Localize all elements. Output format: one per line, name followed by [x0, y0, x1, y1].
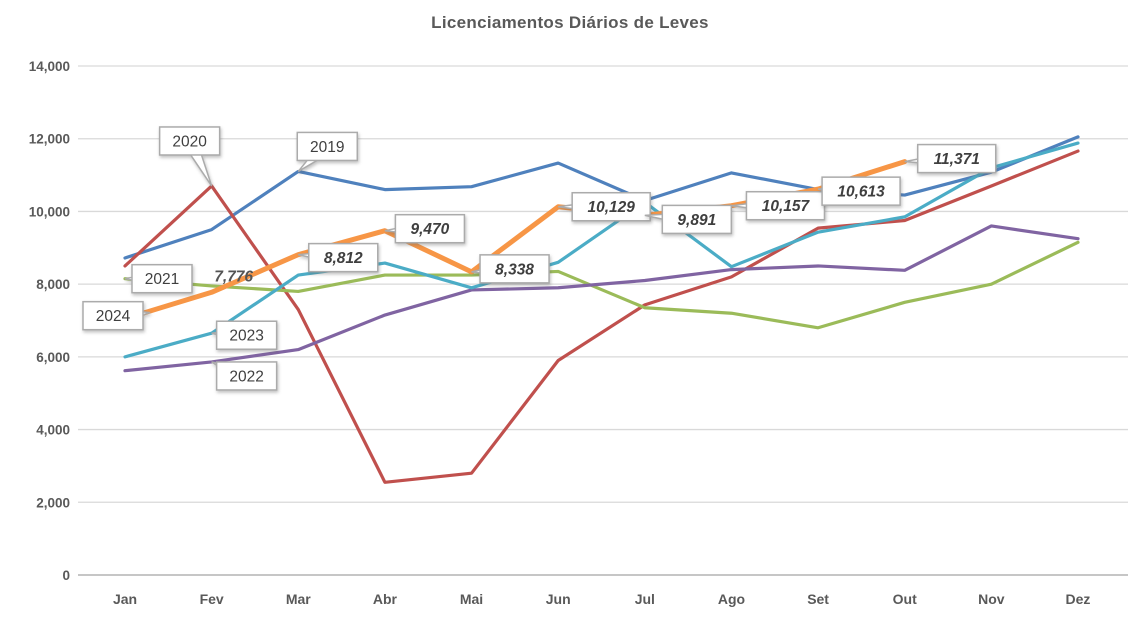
callout-text: 11,371 [934, 151, 980, 168]
callout-box [571, 191, 651, 222]
callout-text: 2020 [172, 133, 207, 150]
x-axis-label: Ago [718, 591, 745, 607]
callout-box [745, 190, 826, 221]
callout-2023: 2023 [211, 320, 278, 350]
y-tick-label: 8,000 [36, 277, 70, 292]
callout-text: 10,157 [762, 198, 811, 215]
x-axis-label: Set [807, 591, 829, 607]
callout-8812: 8,812 [298, 242, 379, 273]
callout-box [661, 204, 733, 235]
callout-text: 9,470 [411, 221, 450, 238]
callout-11371: 11,371 [904, 143, 997, 174]
y-tick-label: 2,000 [36, 495, 70, 510]
callout-box [308, 242, 379, 273]
callout-10157: 10,157 [731, 190, 826, 221]
callout-2021: 2021 [124, 263, 193, 294]
callout-box [82, 300, 144, 331]
callout-text: 2022 [229, 368, 263, 385]
callout-text: 2024 [96, 308, 131, 325]
series-line-2023 [123, 141, 1080, 359]
callout-text: 2021 [145, 271, 179, 288]
callout-text: 9,891 [677, 212, 716, 229]
y-tick-label: 0 [62, 568, 70, 583]
callout-box [916, 143, 997, 174]
callout-text: 2019 [310, 139, 344, 156]
y-tick-label: 6,000 [36, 350, 70, 365]
callout-box [215, 361, 278, 391]
x-axis-label: Jan [113, 591, 137, 607]
x-axis-label: Jun [546, 591, 571, 607]
callout-text: 10,129 [587, 199, 635, 216]
x-axis-label: Mar [286, 591, 311, 607]
y-tick-label: 10,000 [29, 204, 70, 219]
x-axis-label: Jul [635, 591, 655, 607]
callout-2022: 2022 [211, 361, 278, 391]
callout-2020: 2020 [158, 126, 221, 187]
callout-box [131, 263, 193, 294]
y-tick-label: 12,000 [29, 132, 70, 147]
x-axis-label: Mai [460, 591, 483, 607]
x-axis-label: Dez [1066, 591, 1091, 607]
data-label-plain: 7,776 [214, 268, 253, 285]
chart-title: Licenciamentos Diários de Leves [431, 13, 709, 32]
callout-text: 2023 [229, 328, 263, 345]
x-axis-label: Fev [200, 591, 224, 607]
callout-box [158, 126, 221, 156]
callout-box [394, 213, 466, 244]
callout-box [215, 320, 278, 350]
callout-9891: 9,891 [644, 204, 733, 235]
callout-2019: 2019 [296, 131, 359, 173]
x-axis-label: Out [893, 591, 917, 607]
x-axis-label: Nov [978, 591, 1005, 607]
callout-8338: 8,338 [471, 254, 550, 284]
callout-box [821, 176, 901, 206]
callout-text: 10,613 [837, 184, 885, 201]
callout-box [296, 131, 359, 162]
callout-10129: 10,129 [558, 191, 651, 222]
callout-text: 8,812 [324, 250, 363, 267]
y-tick-label: 14,000 [29, 59, 70, 74]
callout-text: 8,338 [495, 261, 534, 278]
series-line-2021 [123, 240, 1080, 330]
callout-box [479, 254, 550, 284]
callout-2024: 2024 [82, 300, 151, 331]
series-line-2022 [123, 224, 1080, 373]
callout-9470: 9,470 [384, 213, 466, 244]
callout-10613: 10,613 [817, 176, 901, 206]
series-line-2019 [123, 135, 1080, 260]
y-tick-label: 4,000 [36, 423, 70, 438]
x-axis-label: Abr [373, 591, 398, 607]
